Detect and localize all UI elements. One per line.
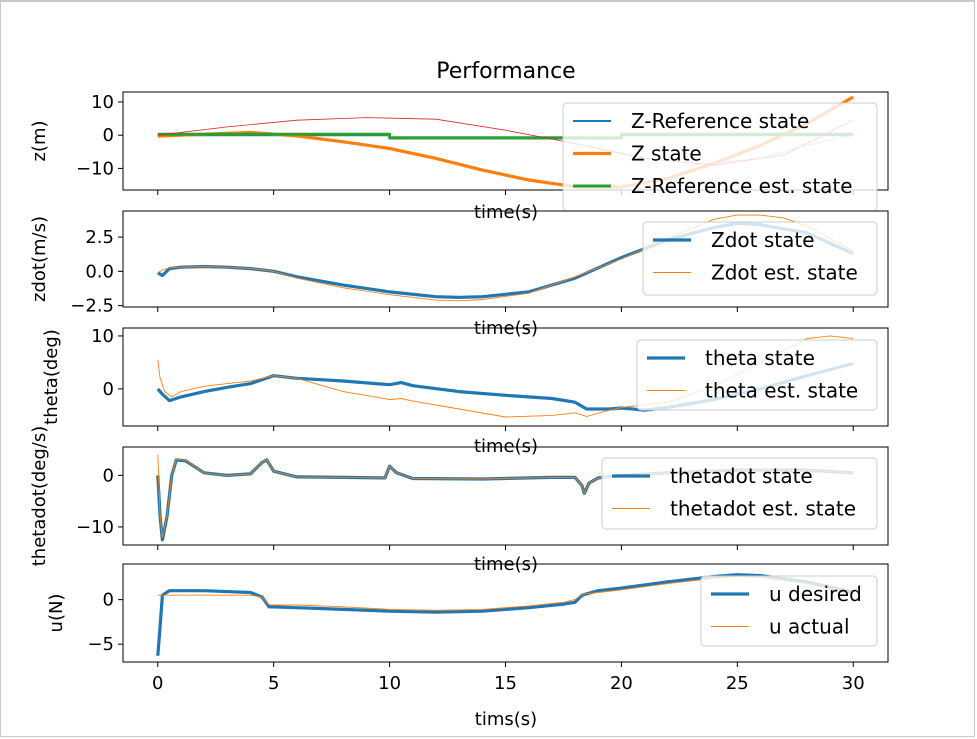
legend-label: thetadot est. state: [670, 497, 856, 521]
legend: Z-Reference state Z state Z-Reference est.…: [562, 102, 878, 212]
series-line-thetadot-est-state: [157, 454, 854, 538]
series-group: [156, 454, 854, 542]
x-tick-label: 25: [726, 673, 749, 694]
y-tick-label: −5: [87, 634, 114, 655]
y-tick-label: 0.0: [85, 261, 114, 282]
y-tick-label: −10: [76, 158, 114, 179]
y-tick-label: 0: [103, 465, 114, 486]
y-tick-label: 0: [103, 590, 114, 611]
legend: u desired u actual: [700, 575, 878, 647]
legend-label: theta est. state: [705, 379, 858, 403]
legend-label: u desired: [769, 582, 862, 606]
x-tick-label: 20: [610, 673, 633, 694]
y-axis-label: zdot(m/s): [29, 216, 50, 302]
legend-label: u actual: [769, 615, 850, 639]
legend-label: Zdot est. state: [711, 261, 858, 285]
subplot-5: 0 5 10 15 20 25 30 0 −5 u(N) tims(s) u desired u act…: [46, 563, 889, 730]
x-tick-label: 15: [494, 673, 517, 694]
y-tick-label: 2.5: [85, 227, 114, 248]
y-axis-label: z(m): [29, 120, 50, 161]
y-tick-label: 0: [103, 379, 114, 400]
y-axis-label: u(N): [46, 594, 67, 633]
y-tick-label: 0: [103, 125, 114, 146]
legend-label: thetadot state: [670, 464, 813, 488]
y-tick-label: −10: [76, 517, 114, 538]
legend-box: [642, 221, 878, 296]
legend-box: [601, 457, 878, 530]
legend: theta state theta est. state: [636, 339, 878, 411]
legend-label: Z state: [631, 142, 702, 166]
x-tick-label: 10: [378, 673, 401, 694]
series-line-zdot-est-state: [157, 214, 854, 302]
y-tick-label: 10: [91, 326, 114, 347]
legend: thetadot state thetadot est. state: [601, 457, 878, 530]
x-tick-label: 0: [152, 673, 163, 694]
legend-box: [636, 339, 878, 411]
y-tick-label: 10: [91, 92, 114, 113]
x-axis-label: tims(s): [475, 709, 537, 730]
legend-label: Z-Reference state: [631, 109, 809, 133]
legend-label: Zdot state: [711, 228, 815, 252]
y-axis-label: thetadot(deg/s): [29, 426, 50, 567]
figure-title: Performance: [436, 59, 575, 84]
y-axis-label: theta(deg): [41, 329, 62, 425]
x-axis-label: time(s): [474, 202, 538, 223]
subplot-1: 10 0 −10 z(m) time(s) Z-Reference state Z stat…: [29, 91, 889, 223]
legend-label: theta state: [705, 346, 815, 370]
x-tick-label: 30: [842, 673, 865, 694]
legend-label: Z-Reference est. state: [631, 174, 853, 198]
x-tick-label: 5: [268, 673, 279, 694]
y-tick-label: −2.5: [70, 296, 114, 317]
subplots: 10 0 −10 z(m) time(s) Z-Reference state Z stat…: [29, 91, 889, 730]
legend: Zdot state Zdot est. state: [642, 221, 878, 296]
